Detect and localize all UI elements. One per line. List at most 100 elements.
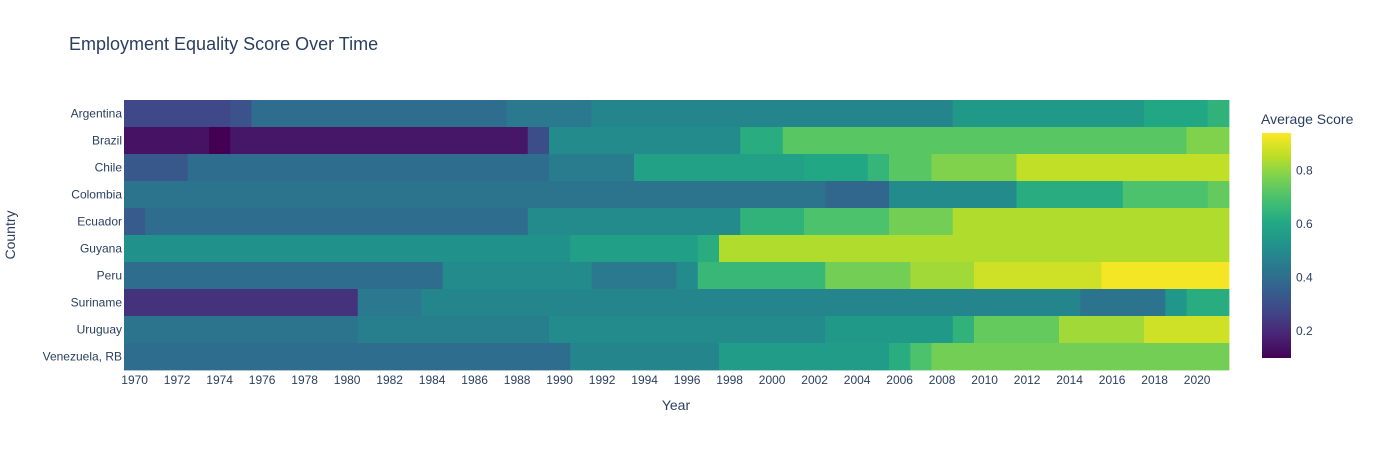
x-tick-label: 2018 bbox=[1141, 373, 1168, 387]
heatmap-cell bbox=[124, 343, 571, 371]
heatmap-cell bbox=[1165, 289, 1187, 317]
heatmap-cell bbox=[570, 343, 720, 371]
heatmap-cell bbox=[506, 100, 592, 128]
heatmap-cell bbox=[889, 343, 911, 371]
y-tick-label: Uruguay bbox=[77, 323, 122, 337]
colorbar-tick-label: 0.2 bbox=[1296, 324, 1313, 338]
y-tick-label: Brazil bbox=[92, 134, 122, 148]
x-tick-labels: 1970 1972 1974 1976 1978 1980 1982 1984 1986 1988… bbox=[121, 373, 1211, 387]
heatmap-cell bbox=[124, 235, 571, 263]
x-tick-label: 1980 bbox=[334, 373, 361, 387]
y-tick-label: Venezuela, RB bbox=[43, 350, 122, 364]
heatmap-cell bbox=[1101, 262, 1230, 290]
heatmap-cell bbox=[719, 343, 890, 371]
heatmap-cell bbox=[974, 316, 1060, 344]
heatmap-cell bbox=[527, 127, 550, 155]
x-tick-label: 2002 bbox=[801, 373, 828, 387]
y-tick-label: Ecuador bbox=[77, 215, 122, 229]
heatmap-cell bbox=[1186, 127, 1230, 155]
heatmap-cell bbox=[124, 100, 231, 128]
x-tick-label: 2000 bbox=[759, 373, 786, 387]
heatmap-cell bbox=[1186, 289, 1230, 317]
heatmap-cell bbox=[1144, 316, 1230, 344]
y-tick-labels: Argentina Brazil Chile Colombia Ecuador Guyan… bbox=[43, 107, 123, 364]
heatmap-cell bbox=[124, 262, 444, 290]
y-tick-label: Chile bbox=[95, 161, 123, 175]
x-tick-label: 2008 bbox=[929, 373, 956, 387]
x-tick-label: 2006 bbox=[886, 373, 913, 387]
heatmap-cell bbox=[549, 127, 741, 155]
x-tick-label: 2010 bbox=[971, 373, 998, 387]
heatmap-cell bbox=[825, 262, 911, 290]
heatmap-cell bbox=[442, 262, 592, 290]
x-tick-label: 1984 bbox=[419, 373, 446, 387]
x-tick-label: 1972 bbox=[164, 373, 191, 387]
heatmap-cell bbox=[145, 208, 529, 236]
heatmap-cell bbox=[910, 262, 975, 290]
x-tick-label: 2012 bbox=[1014, 373, 1041, 387]
heatmap-cell bbox=[931, 343, 1230, 371]
x-tick-label: 1994 bbox=[631, 373, 658, 387]
heatmap-cell bbox=[634, 154, 805, 182]
heatmap-cell bbox=[1144, 100, 1209, 128]
heatmap-cell bbox=[124, 181, 826, 209]
y-tick-label: Colombia bbox=[71, 188, 122, 202]
heatmap-cell bbox=[357, 316, 550, 344]
x-tick-label: 2020 bbox=[1184, 373, 1211, 387]
heatmap-cell bbox=[187, 154, 550, 182]
heatmap-cell bbox=[209, 127, 231, 155]
heatmap-cell bbox=[124, 316, 359, 344]
heatmap-cell bbox=[697, 262, 826, 290]
heatmap-cell bbox=[889, 181, 1017, 209]
heatmap-cell bbox=[1122, 181, 1209, 209]
heatmap-cell bbox=[124, 289, 359, 317]
heatmap-cell bbox=[570, 235, 699, 263]
heatmap-cell bbox=[1016, 154, 1230, 182]
x-tick-label: 1970 bbox=[121, 373, 148, 387]
heatmap-cell bbox=[804, 208, 890, 236]
heatmap-cell bbox=[1080, 289, 1166, 317]
colorbar bbox=[1262, 133, 1291, 358]
x-tick-label: 2004 bbox=[844, 373, 871, 387]
heatmap-cells bbox=[124, 100, 1230, 371]
x-tick-label: 1990 bbox=[546, 373, 573, 387]
heatmap-cell bbox=[804, 154, 869, 182]
heatmap-cell bbox=[1059, 316, 1145, 344]
heatmap-cell bbox=[974, 262, 1102, 290]
y-tick-label: Argentina bbox=[71, 107, 123, 121]
x-tick-label: 1986 bbox=[461, 373, 488, 387]
y-axis-title: Country bbox=[2, 210, 18, 259]
heatmap-cell bbox=[825, 316, 954, 344]
x-tick-label: 1978 bbox=[291, 373, 318, 387]
heatmap-cell bbox=[527, 208, 741, 236]
heatmap-cell bbox=[825, 181, 890, 209]
heatmap-cell bbox=[910, 343, 932, 371]
x-tick-label: 2014 bbox=[1056, 373, 1083, 387]
heatmap-cell bbox=[1016, 181, 1124, 209]
heatmap-cell bbox=[952, 208, 1230, 236]
x-tick-label: 2016 bbox=[1099, 373, 1126, 387]
x-tick-label: 1998 bbox=[716, 373, 743, 387]
heatmap-cell bbox=[697, 235, 720, 263]
colorbar-ticks: 0.2 0.4 0.6 0.8 bbox=[1296, 164, 1313, 339]
heatmap-cell bbox=[740, 208, 805, 236]
x-tick-label: 1988 bbox=[504, 373, 531, 387]
heatmap-cell bbox=[952, 100, 1145, 128]
x-tick-label: 1976 bbox=[249, 373, 276, 387]
heatmap-cell bbox=[740, 127, 784, 155]
y-tick-label: Suriname bbox=[71, 296, 123, 310]
heatmap-cell bbox=[1207, 100, 1230, 128]
heatmap-cell bbox=[867, 154, 890, 182]
heatmap-cell bbox=[124, 154, 189, 182]
heatmap-cell bbox=[889, 154, 932, 182]
chart-title: Employment Equality Score Over Time bbox=[69, 34, 378, 54]
x-tick-label: 1992 bbox=[589, 373, 616, 387]
y-tick-label: Guyana bbox=[80, 242, 122, 256]
heatmap-cell bbox=[719, 235, 1230, 263]
heatmap-cell bbox=[124, 208, 146, 236]
colorbar-tick-label: 0.8 bbox=[1296, 164, 1313, 178]
heatmap-cell bbox=[952, 316, 975, 344]
heatmap-cell bbox=[931, 154, 1017, 182]
colorbar-tick-label: 0.6 bbox=[1296, 217, 1313, 231]
heatmap-cell bbox=[421, 289, 1081, 317]
